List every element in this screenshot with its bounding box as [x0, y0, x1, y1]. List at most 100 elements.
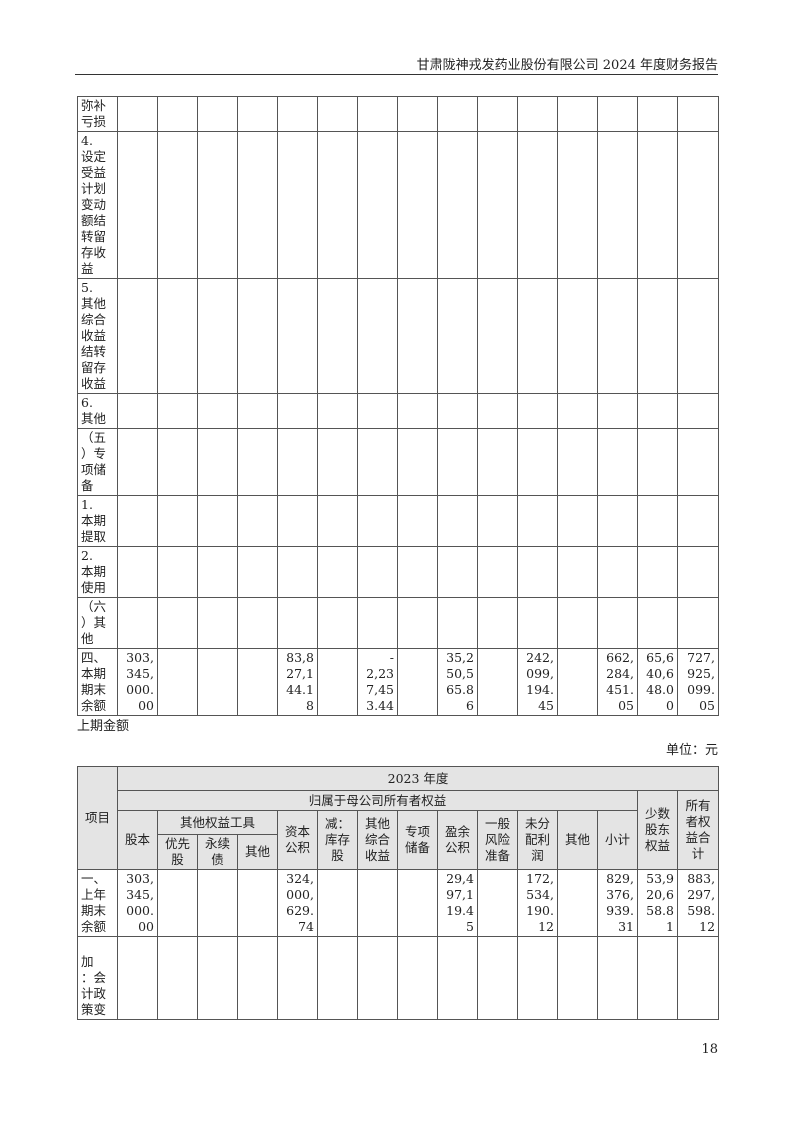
table-cell	[117, 131, 158, 279]
table-cell	[197, 936, 238, 1020]
equity-change-table-prior: 项目 2023 年度 归属于母公司所有者权益 少数 股东 权益 所有 者权 益合…	[77, 766, 720, 1020]
table-cell	[317, 869, 358, 937]
table-cell: 303, 345, 000. 00	[117, 648, 158, 716]
table-cell	[517, 96, 558, 132]
table-cell	[157, 131, 198, 279]
table-cell	[437, 278, 478, 394]
table-cell	[197, 495, 238, 547]
table-cell	[677, 131, 719, 279]
table-cell: 35,2 50,5 65.8 6	[437, 648, 478, 716]
table-cell	[677, 428, 719, 496]
table-cell	[317, 131, 358, 279]
header-share-capital: 股本	[117, 810, 158, 870]
table-cell: - 2,23 7,45 3.44	[357, 648, 398, 716]
header-surplus-reserve: 盈余 公积	[437, 810, 478, 870]
header-undistributed: 未分 配利 润	[517, 810, 558, 870]
header-oci: 其他 综合 收益	[357, 810, 398, 870]
table-cell	[517, 428, 558, 496]
table-cell	[197, 131, 238, 279]
table-cell	[477, 278, 518, 394]
table-cell	[477, 597, 518, 649]
table-cell	[317, 597, 358, 649]
table-cell: 883, 297, 598. 12	[676, 869, 720, 937]
table-cell	[397, 393, 438, 429]
table-cell	[557, 936, 598, 1020]
table-cell	[157, 869, 198, 937]
table-cell	[357, 96, 398, 132]
table-cell	[397, 546, 438, 598]
table-cell	[357, 428, 398, 496]
row-label: 5. 其他 综合 收益 结转 留存 收益	[77, 278, 118, 394]
table-cell: 242, 099, 194. 45	[517, 648, 558, 716]
table-cell	[397, 428, 438, 496]
table-row: 4. 设定 受益 计划 变动 额结 转留 存收 益	[77, 131, 719, 279]
table-cell	[237, 648, 278, 716]
table-cell	[637, 546, 678, 598]
table-cell	[197, 96, 238, 132]
table-cell	[477, 131, 518, 279]
table-cell	[357, 869, 398, 937]
row-label: （五 ）专 项储 备	[77, 428, 118, 496]
header-preferred: 优先 股	[157, 834, 198, 870]
section-label: 上期金额	[77, 719, 130, 734]
table-cell: 83,8 27,1 44.1 8	[277, 648, 318, 716]
header-other-tool: 其他	[237, 834, 278, 870]
table-cell	[277, 278, 318, 394]
header-perpetual: 永续 债	[197, 834, 238, 870]
table-cell	[117, 393, 158, 429]
table-row: （六 ）其 他	[77, 597, 719, 649]
table-cell	[237, 131, 278, 279]
table-cell	[157, 648, 198, 716]
table-cell	[477, 546, 518, 598]
table-cell: 662, 284, 451. 05	[597, 648, 638, 716]
table-cell	[117, 597, 158, 649]
table-cell	[117, 936, 158, 1020]
table-cell	[197, 393, 238, 429]
table-row: 2. 本期 使用	[77, 546, 719, 598]
table-cell	[677, 393, 719, 429]
table-cell	[677, 96, 719, 132]
table-cell	[277, 936, 318, 1020]
table-cell	[637, 495, 678, 547]
table-cell	[597, 96, 638, 132]
table-cell	[437, 428, 478, 496]
table-cell	[637, 131, 678, 279]
table-cell	[277, 96, 318, 132]
page-header: 甘肃陇神戎发药业股份有限公司 2024 年度财务报告	[416, 58, 718, 73]
table-cell	[117, 495, 158, 547]
table-cell	[117, 428, 158, 496]
table-cell	[477, 936, 518, 1020]
table-cell	[477, 96, 518, 132]
table-cell	[557, 393, 598, 429]
table-cell	[477, 869, 518, 937]
table-cell	[357, 131, 398, 279]
table-cell	[517, 495, 558, 547]
header-other: 其他	[557, 810, 598, 870]
table-row: 一、 上年 期末 余额 303, 345, 000. 00 324, 000, 62…	[77, 869, 720, 937]
table-cell	[557, 597, 598, 649]
table-cell	[597, 278, 638, 394]
table-cell	[277, 597, 318, 649]
table-cell	[597, 428, 638, 496]
table-cell: 829, 376, 939. 31	[597, 869, 638, 937]
table-cell	[237, 495, 278, 547]
table-cell	[557, 96, 598, 132]
header-treasury: 减： 库存 股	[317, 810, 358, 870]
table-cell: 303, 345, 000. 00	[117, 869, 158, 937]
header-year: 2023 年度	[116, 766, 720, 791]
table-cell	[437, 936, 478, 1020]
table-cell	[237, 597, 278, 649]
table-cell	[637, 278, 678, 394]
table-row: （五 ）专 项储 备	[77, 428, 719, 496]
header-subtotal: 小计	[597, 810, 638, 870]
table-cell	[597, 495, 638, 547]
row-label: 6. 其他	[77, 393, 118, 429]
header-special-reserve: 专项 储备	[397, 810, 438, 870]
table-cell	[637, 597, 678, 649]
table-cell	[557, 495, 598, 547]
table-cell	[357, 495, 398, 547]
table-cell	[197, 428, 238, 496]
table-cell	[237, 869, 278, 937]
table-cell	[317, 936, 358, 1020]
